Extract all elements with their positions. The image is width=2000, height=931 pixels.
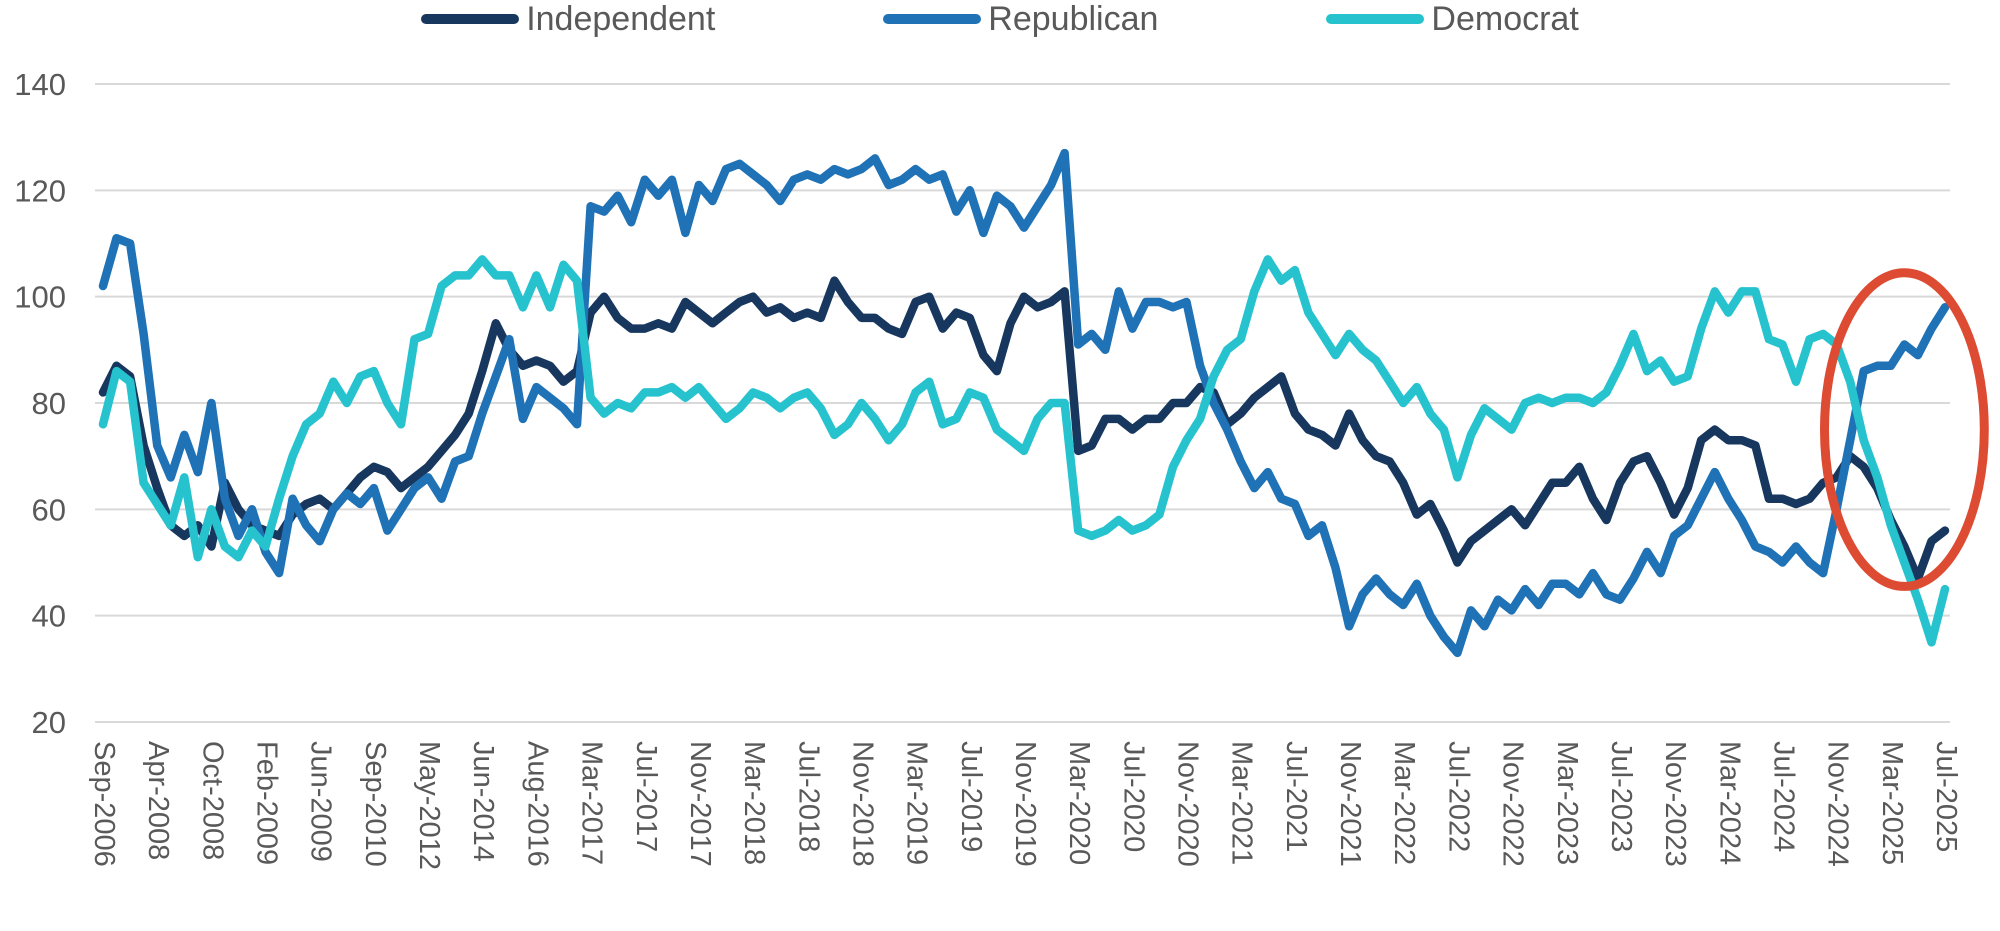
x-tick-label-Jul-2022: Jul-2022 bbox=[1442, 741, 1474, 852]
x-tick-label-Jul-2020: Jul-2020 bbox=[1117, 741, 1149, 852]
x-tick-label-Nov-2024: Nov-2024 bbox=[1822, 741, 1854, 867]
y-tick-label-140: 140 bbox=[14, 67, 66, 102]
y-tick-label-120: 120 bbox=[14, 173, 66, 208]
x-tick-label-Jul-2023: Jul-2023 bbox=[1605, 741, 1637, 852]
x-tick-label-Mar-2021: Mar-2021 bbox=[1226, 741, 1258, 865]
x-tick-label-Oct-2008: Oct-2008 bbox=[196, 741, 228, 860]
x-tick-label-Jun-2009: Jun-2009 bbox=[305, 741, 337, 862]
y-tick-label-80: 80 bbox=[32, 386, 66, 421]
x-tick-label-Nov-2021: Nov-2021 bbox=[1334, 741, 1366, 867]
x-tick-label-Nov-2017: Nov-2017 bbox=[684, 741, 716, 867]
x-tick-label-Mar-2018: Mar-2018 bbox=[738, 741, 770, 865]
y-tick-label-20: 20 bbox=[32, 705, 66, 740]
x-tick-label-Mar-2019: Mar-2019 bbox=[901, 741, 933, 865]
highlight-ellipse-annotation bbox=[1820, 268, 1989, 591]
x-tick-label-Jul-2018: Jul-2018 bbox=[792, 741, 824, 852]
x-tick-label-Jul-2024: Jul-2024 bbox=[1767, 741, 1799, 852]
x-axis-tick-labels: Sep-2006 Apr-2008 Oct-2008 Feb-2009 Jun-2009… bbox=[88, 741, 1962, 870]
x-tick-label-Apr-2008: Apr-2008 bbox=[142, 741, 174, 860]
x-tick-label-Mar-2025: Mar-2025 bbox=[1876, 741, 1908, 865]
x-tick-label-Mar-2020: Mar-2020 bbox=[1063, 741, 1095, 865]
x-tick-label-Aug-2016: Aug-2016 bbox=[521, 741, 553, 867]
x-tick-label-Nov-2020: Nov-2020 bbox=[1172, 741, 1204, 867]
x-tick-label-Jul-2025: Jul-2025 bbox=[1930, 741, 1962, 852]
x-tick-label-Jun-2014: Jun-2014 bbox=[467, 741, 499, 862]
x-tick-label-Mar-2023: Mar-2023 bbox=[1551, 741, 1583, 865]
x-tick-label-Jul-2019: Jul-2019 bbox=[955, 741, 987, 852]
x-tick-label-Sep-2010: Sep-2010 bbox=[359, 741, 391, 867]
x-tick-label-Nov-2019: Nov-2019 bbox=[1009, 741, 1041, 867]
series-line-democrat bbox=[98, 255, 1950, 647]
x-tick-label-May-2012: May-2012 bbox=[413, 741, 445, 870]
x-tick-label-Mar-2024: Mar-2024 bbox=[1713, 741, 1745, 865]
x-tick-label-Nov-2023: Nov-2023 bbox=[1659, 741, 1691, 867]
x-tick-label-Jul-2021: Jul-2021 bbox=[1280, 741, 1312, 852]
x-tick-label-Sep-2006: Sep-2006 bbox=[88, 741, 120, 867]
series-lines bbox=[98, 148, 1950, 658]
y-tick-label-40: 40 bbox=[32, 599, 66, 634]
x-tick-label-Mar-2022: Mar-2022 bbox=[1388, 741, 1420, 865]
gridlines bbox=[95, 83, 1950, 723]
x-tick-label-Nov-2022: Nov-2022 bbox=[1497, 741, 1529, 867]
series-line-independent bbox=[98, 276, 1950, 583]
x-tick-label-Mar-2017: Mar-2017 bbox=[576, 741, 608, 865]
y-axis-tick-labels: 140 120 100 80 60 40 20 bbox=[14, 67, 66, 740]
y-tick-label-100: 100 bbox=[14, 280, 66, 315]
x-tick-label-Nov-2018: Nov-2018 bbox=[846, 741, 878, 867]
x-tick-label-Feb-2009: Feb-2009 bbox=[251, 741, 283, 865]
y-tick-label-60: 60 bbox=[32, 492, 66, 527]
series-line-republican bbox=[98, 148, 1950, 658]
x-tick-label-Jul-2017: Jul-2017 bbox=[630, 741, 662, 852]
